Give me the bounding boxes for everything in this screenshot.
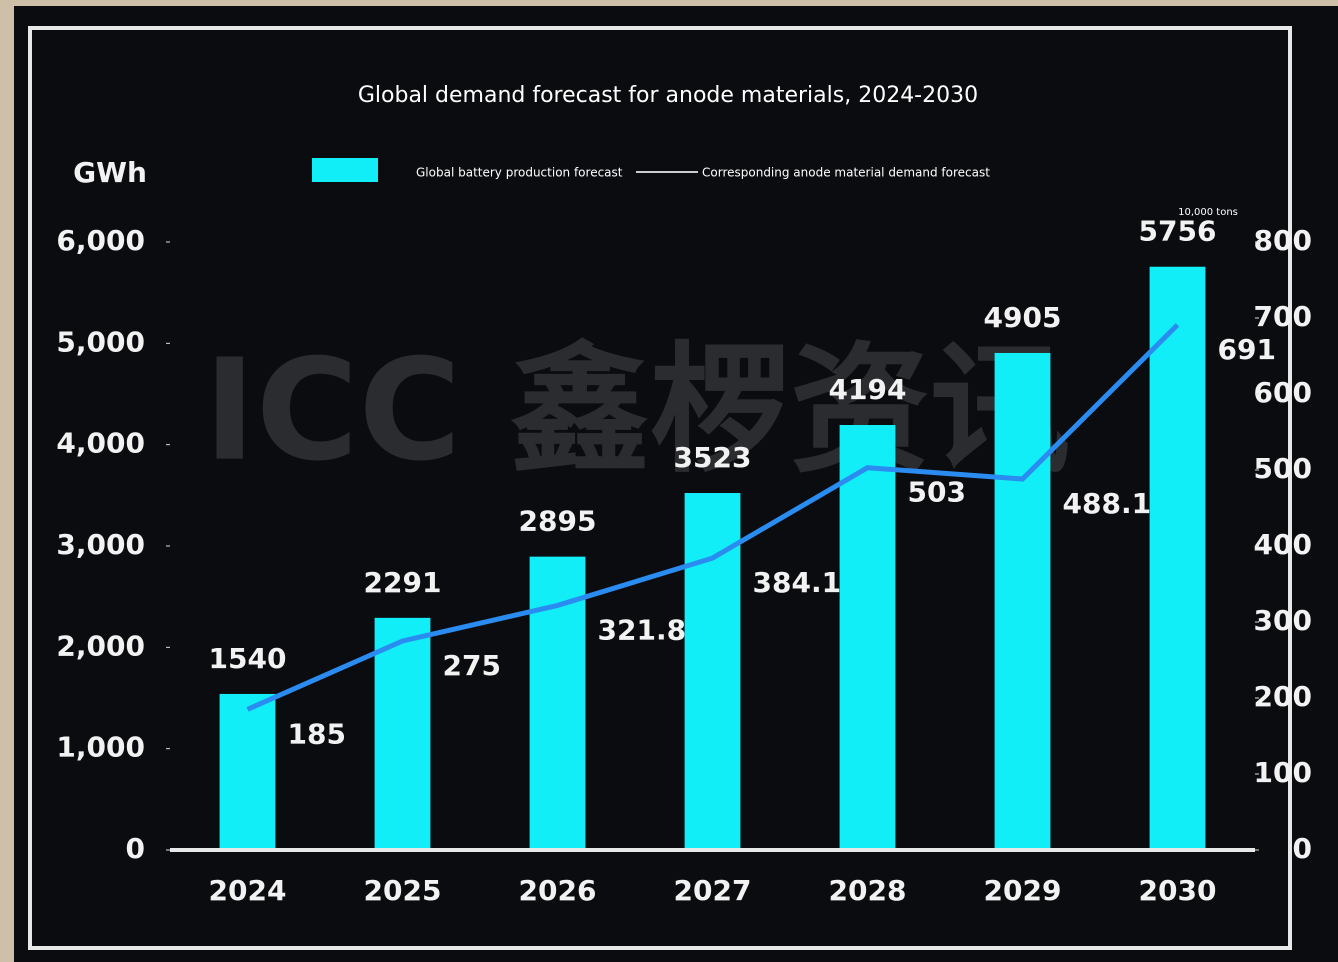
bar-value-label: 2895 <box>519 505 597 538</box>
line-value-label: 503 <box>908 476 966 509</box>
y-tick-label: 4,000 <box>56 427 145 460</box>
bar <box>219 693 276 850</box>
x-tick-label: 2028 <box>829 874 907 907</box>
line-value-label: 275 <box>443 649 501 682</box>
y2-tick-label: 200 <box>1254 680 1312 713</box>
y2-tick-label: 0 <box>1293 832 1312 865</box>
x-tick-label: 2030 <box>1139 874 1217 907</box>
bar-value-label: 5756 <box>1139 215 1217 248</box>
bar-value-label: 4194 <box>829 373 907 406</box>
chart-title: Global demand forecast for anode materia… <box>358 83 978 108</box>
legend-label: Corresponding anode material demand fore… <box>702 166 990 180</box>
frame <box>28 26 1292 950</box>
y2-tick-label: 300 <box>1254 604 1312 637</box>
line-value-label: 691 <box>1218 333 1276 366</box>
y-tick-label: 3,000 <box>56 528 145 561</box>
x-tick-label: 2029 <box>984 874 1062 907</box>
line-value-label: 384.1 <box>753 566 842 599</box>
y-tick-label: 2,000 <box>56 629 145 662</box>
y2-tick-label: 400 <box>1254 528 1312 561</box>
y2-tick-label: 800 <box>1254 224 1312 257</box>
y-axis-label: GWh <box>73 156 147 189</box>
bar <box>684 493 741 850</box>
y-tick-label: 1,000 <box>56 731 145 764</box>
bar-value-label: 4905 <box>984 301 1062 334</box>
line <box>246 323 1180 712</box>
watermark: ICC 鑫椤资讯 <box>204 330 1070 493</box>
bar-value-label: 2291 <box>364 566 442 599</box>
line-value-label: 488.1 <box>1063 487 1152 520</box>
bar-value-label: 3523 <box>674 441 752 474</box>
bar <box>994 352 1051 850</box>
y-tick-label: 6,000 <box>56 224 145 257</box>
line-value-label: 321.8 <box>598 613 687 646</box>
y2-tick-label: 600 <box>1254 376 1312 409</box>
y2-axis-label: 10,000 tons <box>1178 207 1238 218</box>
y2-tick-label: 500 <box>1254 452 1312 485</box>
x-tick-label: 2027 <box>674 874 752 907</box>
bar <box>1149 266 1206 850</box>
y-tick-label: 5,000 <box>56 325 145 358</box>
x-tick-label: 2025 <box>364 874 442 907</box>
legend-label: Global battery production forecast <box>416 166 623 180</box>
x-tick-label: 2026 <box>519 874 597 907</box>
y-tick-label: 0 <box>126 832 145 865</box>
legend-swatch <box>312 158 378 182</box>
y2-tick-label: 100 <box>1254 756 1312 789</box>
bar-value-label: 1540 <box>209 642 287 675</box>
bar <box>839 425 896 850</box>
x-tick-label: 2024 <box>209 874 287 907</box>
line-value-label: 185 <box>288 717 346 750</box>
bar <box>374 617 431 850</box>
y2-tick-label: 700 <box>1254 300 1312 333</box>
